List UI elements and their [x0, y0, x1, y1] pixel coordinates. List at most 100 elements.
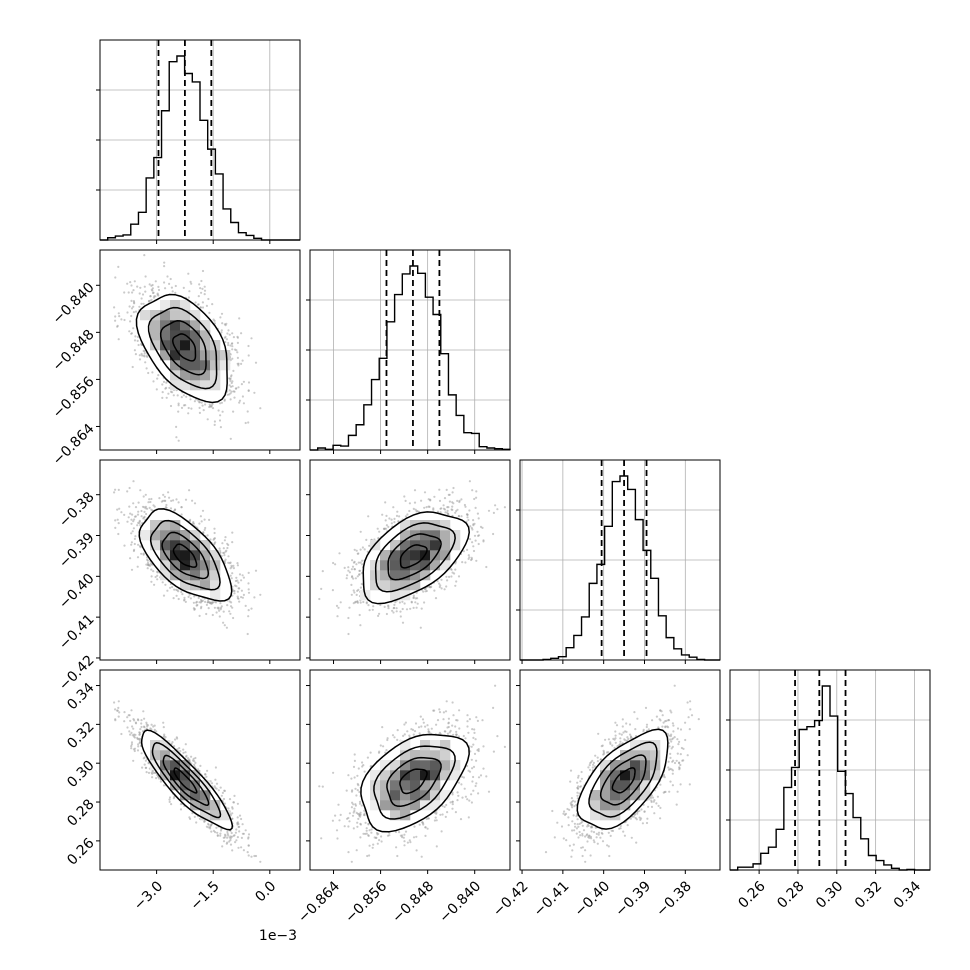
sample-point: [202, 531, 205, 534]
contour-line: [161, 531, 210, 580]
sample-point: [150, 568, 153, 571]
density-cell: [190, 380, 201, 391]
sample-point: [132, 520, 135, 523]
sample-point: [235, 387, 238, 390]
sample-point: [163, 281, 166, 284]
density-cell: [170, 300, 181, 311]
density-cell: [190, 360, 201, 371]
panel-frame: [99, 249, 301, 451]
sample-point: [207, 607, 210, 610]
sample-point: [187, 595, 190, 599]
sample-point: [137, 543, 140, 546]
sample-point: [177, 410, 180, 413]
sample-point: [225, 549, 228, 552]
sample-point: [238, 399, 242, 402]
sample-point: [204, 600, 207, 604]
sample-point: [241, 395, 244, 398]
sample-point: [203, 528, 206, 532]
sample-point: [219, 426, 222, 429]
sample-point: [156, 578, 159, 581]
sample-point: [189, 398, 192, 401]
panel-contents: [113, 254, 262, 442]
sample-point: [116, 508, 119, 511]
sample-point: [180, 506, 183, 509]
sample-point: [153, 505, 156, 508]
sample-point: [153, 583, 156, 586]
sample-point: [236, 335, 239, 338]
sample-point: [259, 593, 262, 596]
sample-point: [136, 565, 139, 568]
sample-point: [156, 574, 159, 577]
density-cell: [190, 540, 201, 551]
sample-point: [195, 601, 198, 604]
sample-point: [177, 501, 180, 504]
sample-point: [126, 282, 129, 285]
density-cell: [210, 590, 221, 601]
sample-point: [176, 394, 179, 397]
sample-point: [117, 532, 120, 536]
sample-point: [146, 567, 149, 570]
histogram-panel: [306, 249, 511, 454]
sample-point: [138, 358, 142, 361]
sample-point: [240, 596, 243, 599]
sample-point: [188, 290, 191, 293]
sample-point: [238, 573, 242, 576]
sample-point: [187, 412, 190, 415]
sample-point: [201, 306, 205, 309]
sample-point: [223, 323, 226, 326]
density-cell: [170, 520, 181, 531]
sample-point: [198, 522, 201, 525]
sample-point: [229, 612, 232, 615]
contour-line: [159, 320, 207, 376]
sample-point: [236, 356, 239, 359]
density-cell: [210, 350, 221, 361]
sample-point: [160, 500, 163, 503]
sample-point: [227, 543, 230, 547]
density-cell: [200, 580, 211, 591]
sample-point: [144, 361, 147, 364]
sample-point: [231, 345, 234, 348]
density-cell: [210, 360, 221, 371]
sample-point: [184, 600, 187, 604]
panel-frame: [99, 39, 301, 241]
density-cell: [160, 540, 171, 551]
density-cell: [160, 300, 171, 311]
sample-point: [197, 399, 200, 402]
sample-point: [225, 338, 228, 341]
sample-point: [161, 383, 164, 386]
density-cell: [190, 560, 201, 571]
sample-point: [143, 352, 146, 355]
sample-point: [167, 392, 170, 395]
sample-point: [173, 588, 176, 591]
sample-point: [156, 377, 159, 380]
sample-point: [242, 576, 245, 579]
sample-point: [150, 575, 153, 578]
sample-point: [203, 293, 206, 296]
sample-point: [151, 371, 154, 374]
sample-point: [138, 520, 141, 523]
sample-point: [210, 602, 213, 605]
sample-point: [199, 287, 202, 290]
sample-point: [227, 555, 230, 558]
sample-point: [247, 354, 250, 357]
sample-point: [193, 502, 197, 505]
sample-point: [219, 402, 222, 405]
sample-point: [152, 291, 155, 294]
sample-point: [130, 518, 133, 521]
sample-point: [161, 396, 164, 399]
sample-point: [146, 507, 149, 510]
sample-point: [139, 286, 142, 289]
sample-point: [152, 380, 155, 383]
sample-point: [236, 564, 239, 567]
density-cell: [150, 540, 161, 551]
sample-point: [198, 283, 201, 286]
density-cell: [210, 380, 221, 391]
scatter-panel: [96, 459, 301, 664]
sample-point: [175, 425, 178, 428]
density-cell: [170, 540, 181, 551]
sample-point: [208, 405, 211, 409]
sample-point: [238, 600, 241, 603]
sample-point: [228, 389, 231, 392]
sample-point: [181, 593, 184, 596]
density-cell: [180, 580, 191, 591]
